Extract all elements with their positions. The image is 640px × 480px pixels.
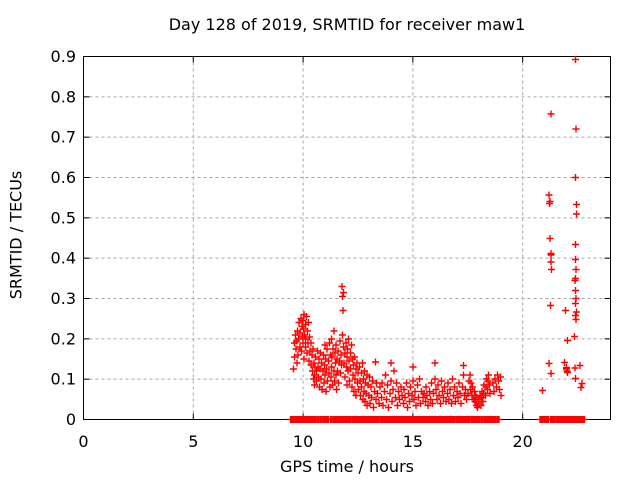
y-tick-label: 0.3 — [51, 289, 76, 308]
x-tick-label: 10 — [293, 432, 313, 451]
y-tick-label: 0.5 — [51, 208, 76, 227]
y-tick-label: 0.8 — [51, 87, 76, 106]
data-point-markers — [287, 56, 588, 423]
y-tick-label: 0.1 — [51, 370, 76, 389]
y-tick-label: 0 — [66, 410, 76, 429]
x-tick-label: 20 — [512, 432, 532, 451]
x-tick-label: 5 — [188, 432, 198, 451]
y-tick-label: 0.7 — [51, 128, 76, 147]
y-tick-label: 0.6 — [51, 168, 76, 187]
y-tick-label: 0.4 — [51, 249, 76, 268]
y-tick-label: 0.9 — [51, 47, 76, 66]
x-axis-label: GPS time / hours — [280, 457, 414, 476]
y-tick-label: 0.2 — [51, 329, 76, 348]
x-tick-label: 15 — [403, 432, 423, 451]
chart-title: Day 128 of 2019, SRMTID for receiver maw… — [168, 15, 526, 34]
x-tick-label: 0 — [78, 432, 88, 451]
